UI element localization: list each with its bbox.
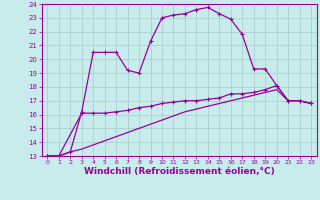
- X-axis label: Windchill (Refroidissement éolien,°C): Windchill (Refroidissement éolien,°C): [84, 167, 275, 176]
